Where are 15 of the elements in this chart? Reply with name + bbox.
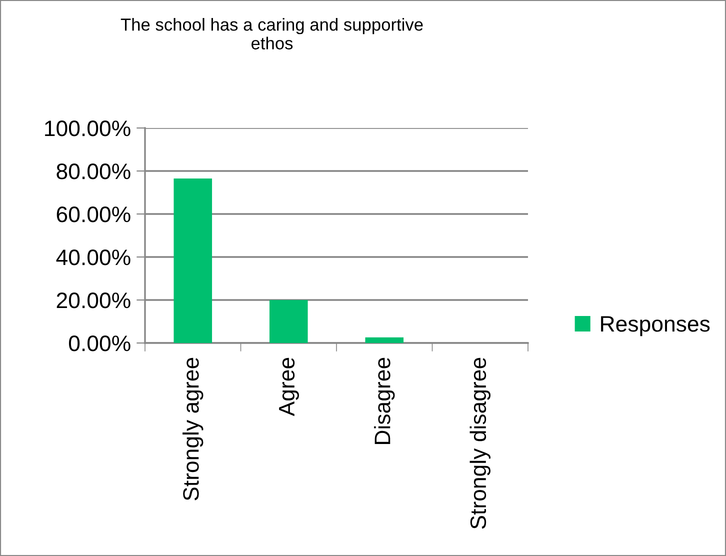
x-tick-label: Strongly disagree — [470, 358, 490, 529]
y-tick-label: 80.00% — [56, 164, 130, 180]
x-tick-label: Disagree — [374, 358, 395, 444]
y-tick-label: 60.00% — [56, 206, 130, 222]
bar — [269, 300, 308, 343]
bar — [365, 337, 404, 343]
y-tick-label: 100.00% — [45, 120, 130, 136]
y-tick-label: 0.00% — [68, 336, 130, 352]
x-tick-label: Agree — [279, 358, 299, 416]
legend-label: Responses — [601, 316, 710, 336]
bar — [174, 178, 212, 343]
x-tick-label: Strongly agree — [182, 358, 204, 500]
y-tick-label: 20.00% — [56, 292, 130, 308]
chart-title: The school has a caring and supportive ethos — [120, 18, 423, 50]
y-tick-label: 40.00% — [56, 250, 130, 266]
